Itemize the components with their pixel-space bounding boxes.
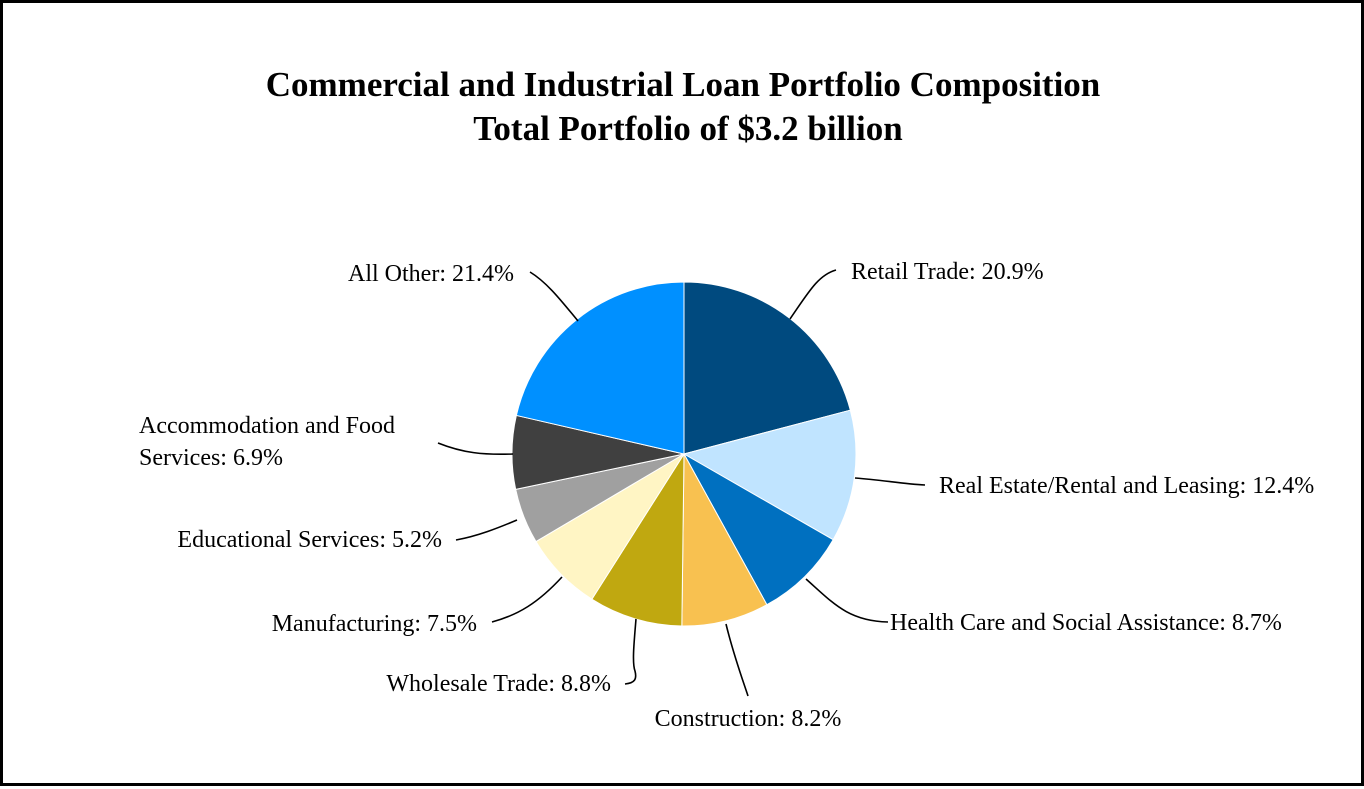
leader-line-accommodation-and-food-services	[437, 442, 514, 456]
slice-label-wholesale-trade: Wholesale Trade: 8.8%	[386, 671, 611, 697]
slice-label-accommodation-line-1: Accommodation and Food	[139, 413, 395, 439]
slice-label-manufacturing: Manufacturing: 7.5%	[272, 611, 477, 637]
leader-line-manufacturing	[491, 576, 563, 623]
chart-title: Commercial and Industrial Loan Portfolio…	[266, 65, 1101, 104]
pie-slice-real-estate-rental-and-leasing	[682, 409, 857, 541]
slice-label-health-care: Health Care and Social Assistance: 8.7%	[890, 610, 1282, 636]
leader-line-educational-services	[455, 519, 518, 541]
chart-subtitle: Total Portfolio of $3.2 billion	[473, 109, 902, 148]
leader-line-all-other	[529, 271, 579, 322]
leader-line-retail-trade	[789, 269, 837, 320]
pie-slices	[511, 281, 857, 627]
leader-lines	[437, 269, 926, 697]
slice-label-real-estate: Real Estate/Rental and Leasing: 12.4%	[939, 473, 1314, 499]
slice-label-all-other: All Other: 21.4%	[348, 261, 514, 287]
slice-label-accommodation-line-2: Services: 6.9%	[139, 445, 283, 471]
pie-slice-wholesale-trade	[591, 452, 685, 627]
pie-slice-construction	[681, 452, 768, 627]
slice-label-construction: Construction: 8.2%	[655, 706, 842, 732]
pie-slice-retail-trade	[683, 281, 851, 455]
leader-line-real-estate-rental-and-leasing	[854, 477, 926, 486]
pie-chart: Commercial and Industrial Loan Portfolio…	[139, 65, 1314, 732]
slice-label-retail-trade: Retail Trade: 20.9%	[851, 259, 1044, 285]
leader-line-construction	[725, 623, 749, 697]
leader-line-wholesale-trade	[624, 618, 637, 685]
slice-label-educational-services: Educational Services: 5.2%	[177, 527, 442, 553]
leader-line-health-care-and-social-assistance	[805, 578, 889, 623]
pie-slice-health-care-and-social-assistance	[682, 452, 834, 606]
